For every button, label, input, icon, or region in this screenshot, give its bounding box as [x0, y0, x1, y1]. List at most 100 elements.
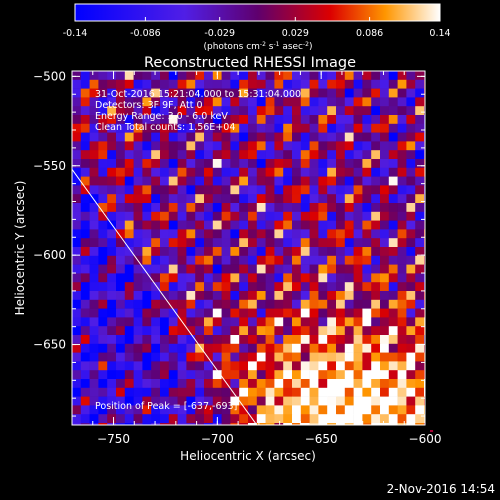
- heatmap-cell: [397, 370, 407, 380]
- heatmap-cell: [239, 317, 249, 327]
- heatmap-cell: [116, 387, 126, 397]
- heatmap-cell: [89, 220, 99, 230]
- heatmap-cell: [344, 159, 354, 169]
- heatmap-cell: [80, 352, 90, 362]
- heatmap-cell: [353, 97, 363, 107]
- heatmap-cell: [177, 79, 187, 89]
- heatmap-cell: [300, 220, 310, 230]
- heatmap-cell: [168, 396, 178, 406]
- heatmap-cell: [388, 308, 398, 318]
- heatmap-cell: [107, 150, 117, 160]
- heatmap-cell: [177, 326, 187, 336]
- heatmap-cell: [230, 343, 240, 353]
- heatmap-cell: [89, 238, 99, 248]
- heatmap-cell: [380, 150, 390, 160]
- heatmap-cell: [318, 185, 328, 195]
- heatmap-cell: [124, 176, 134, 186]
- heatmap-cell: [116, 291, 126, 301]
- heatmap-cell: [142, 132, 152, 142]
- heatmap-cell: [212, 229, 222, 239]
- heatmap-cell: [283, 308, 293, 318]
- heatmap-cell: [80, 238, 90, 248]
- heatmap-cell: [248, 71, 258, 81]
- heatmap-cell: [124, 379, 134, 389]
- heatmap-cell: [98, 141, 108, 151]
- info-line: Energy Range: 3.0 - 6.0 keV: [95, 111, 228, 122]
- heatmap-cell: [380, 203, 390, 213]
- info-line: Detectors: 3F 9F, Att 0: [95, 100, 203, 111]
- heatmap-cell: [388, 361, 398, 371]
- heatmap-cell: [397, 211, 407, 221]
- heatmap-cell: [212, 194, 222, 204]
- heatmap-cell: [248, 176, 258, 186]
- heatmap-cell: [160, 370, 170, 380]
- heatmap-cell: [116, 255, 126, 265]
- heatmap-cell: [151, 71, 161, 81]
- heatmap-cell: [318, 387, 328, 397]
- heatmap-cell: [292, 176, 302, 186]
- heatmap-cell: [116, 343, 126, 353]
- heatmap-cell: [309, 326, 319, 336]
- heatmap-cell: [274, 335, 284, 345]
- heatmap-cell: [380, 317, 390, 327]
- heatmap-cell: [248, 405, 258, 415]
- heatmap-cell: [318, 88, 328, 98]
- heatmap-cell: [89, 185, 99, 195]
- heatmap-cell: [80, 176, 90, 186]
- heatmap-cell: [327, 123, 337, 133]
- heatmap-cell: [265, 273, 275, 283]
- heatmap-cell: [239, 194, 249, 204]
- heatmap-cell: [230, 405, 240, 415]
- heatmap-cell: [344, 115, 354, 125]
- heatmap-cell: [230, 176, 240, 186]
- heatmap-cell: [133, 361, 143, 371]
- heatmap-cell: [168, 282, 178, 292]
- heatmap-cell: [300, 141, 310, 151]
- heatmap-cell: [195, 159, 205, 169]
- heatmap-cell: [415, 167, 425, 177]
- heatmap-cell: [327, 291, 337, 301]
- heatmap-cell: [371, 308, 381, 318]
- heatmap-cell: [124, 352, 134, 362]
- colorbar-tick-label: -0.086: [130, 28, 161, 39]
- heatmap-cell: [239, 106, 249, 116]
- heatmap-cell: [256, 308, 266, 318]
- heatmap-cell: [72, 247, 82, 257]
- heatmap-cell: [292, 88, 302, 98]
- heatmap-cell: [415, 308, 425, 318]
- heatmap-cell: [415, 291, 425, 301]
- heatmap-cell: [388, 220, 398, 230]
- heatmap-cell: [80, 141, 90, 151]
- heatmap-cell: [239, 379, 249, 389]
- heatmap-cell: [344, 352, 354, 362]
- heatmap-cell: [353, 352, 363, 362]
- heatmap-cell: [168, 335, 178, 345]
- heatmap-cell: [300, 194, 310, 204]
- heatmap-cell: [116, 106, 126, 116]
- heatmap-cell: [142, 159, 152, 169]
- heatmap-cell: [204, 141, 214, 151]
- heatmap-cell: [133, 97, 143, 107]
- heatmap-cell: [151, 167, 161, 177]
- heatmap-cell: [388, 141, 398, 151]
- heatmap-cell: [124, 264, 134, 274]
- heatmap-cell: [168, 106, 178, 116]
- heatmap-cell: [380, 106, 390, 116]
- heatmap-cell: [265, 194, 275, 204]
- heatmap-cell: [239, 405, 249, 415]
- heatmap-cell: [151, 299, 161, 309]
- heatmap-cell: [133, 88, 143, 98]
- heatmap-cell: [133, 203, 143, 213]
- heatmap-cell: [186, 352, 196, 362]
- heatmap-cell: [142, 308, 152, 318]
- heatmap-cell: [133, 352, 143, 362]
- heatmap-cell: [353, 370, 363, 380]
- heatmap-cell: [177, 335, 187, 345]
- x-tick-label: −600: [409, 432, 442, 446]
- heatmap-cell: [160, 405, 170, 415]
- heatmap-cell: [80, 71, 90, 81]
- heatmap-cell: [309, 115, 319, 125]
- heatmap-cell: [221, 132, 231, 142]
- heatmap-cell: [248, 159, 258, 169]
- heatmap-cell: [353, 238, 363, 248]
